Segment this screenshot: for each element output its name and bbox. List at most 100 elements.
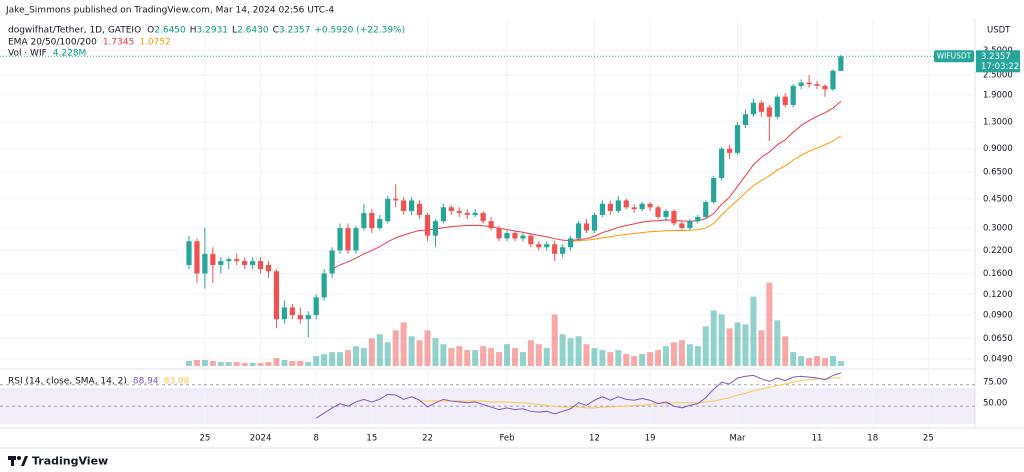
candle-body <box>790 85 796 105</box>
volume-bar <box>424 330 431 366</box>
volume-bar <box>321 354 328 366</box>
volume-bar <box>289 360 296 366</box>
y-tick-label: 1.9000 <box>983 90 1013 100</box>
rsi-value: 88.94 <box>133 377 159 387</box>
volume-bar <box>193 360 200 366</box>
candle-body <box>329 250 335 274</box>
rsi-sma-line <box>419 377 841 409</box>
volume-bar <box>670 342 677 366</box>
candle-body <box>822 85 828 90</box>
candle-body <box>734 125 741 153</box>
candle-body <box>250 261 256 265</box>
candle-body <box>297 315 303 320</box>
brand: TradingView <box>32 455 108 468</box>
y-tick-label: 0.4500 <box>983 194 1013 204</box>
ema-line <box>570 135 842 242</box>
candle-body <box>679 223 685 229</box>
ohlc-value: 2.6430 <box>237 26 269 36</box>
volume-bar <box>400 322 407 366</box>
candle-body <box>424 214 431 236</box>
y-tick-label: 0.0650 <box>983 334 1013 344</box>
volume-bar <box>782 336 789 366</box>
price-badge-bg <box>976 50 1020 73</box>
candle-body <box>671 211 677 224</box>
volume-bar <box>631 356 638 366</box>
volume-bar <box>496 352 503 366</box>
ohlc-value: 3.2931 <box>197 26 229 36</box>
rsi-name: RSI (14, close, SMA, 14, 2) <box>8 377 127 387</box>
volume-bar <box>678 340 685 366</box>
candle-body <box>552 244 558 254</box>
candle-body <box>615 200 621 212</box>
candle-body <box>281 307 287 320</box>
candle-body <box>401 200 407 212</box>
volume-value: 4.228M <box>53 49 87 59</box>
ohlc-key: O <box>147 26 154 36</box>
volume-bar <box>694 346 701 366</box>
volume-bar <box>440 344 447 366</box>
x-tick-label: 8 <box>313 434 318 444</box>
volume-bar <box>591 348 598 366</box>
candle-body <box>202 253 208 274</box>
volume-bar <box>225 362 232 366</box>
candle-body <box>528 235 534 245</box>
y-tick-label: 0.9000 <box>983 144 1013 154</box>
volume-bar <box>806 358 813 366</box>
candle-body <box>353 228 359 251</box>
volume-bar <box>456 346 463 366</box>
candle-body <box>480 212 486 222</box>
candle-body <box>448 207 454 212</box>
candle-body <box>313 297 319 316</box>
candle-body <box>472 212 478 215</box>
symbol-badge-bg <box>934 50 974 63</box>
volume-bar <box>814 356 821 366</box>
volume-bar <box>408 336 415 366</box>
candle-body <box>599 203 605 215</box>
candle-body <box>265 264 272 272</box>
volume-name: Vol · WIF <box>8 49 47 59</box>
candle-body <box>655 207 661 217</box>
candle-body <box>504 233 510 239</box>
rsi-line <box>315 372 842 419</box>
x-tick-label: 19 <box>645 434 656 444</box>
candle-body <box>194 241 200 274</box>
volume-bar <box>829 356 836 366</box>
candle-body <box>742 114 749 126</box>
x-tick-label: Mar <box>730 434 747 444</box>
volume-bar <box>686 344 693 366</box>
candle-body <box>607 203 613 212</box>
volume-bar <box>464 350 471 366</box>
y-tick-label: 0.3000 <box>983 224 1013 234</box>
candle-body <box>520 235 526 239</box>
volume-bar <box>217 362 224 366</box>
brand-logo <box>8 456 28 466</box>
candle-body <box>583 223 590 231</box>
ema-value: 1.7345 <box>103 38 135 48</box>
candle-body <box>496 228 502 239</box>
volume-bar <box>734 322 741 366</box>
volume-bar <box>305 362 312 366</box>
candle-body <box>695 216 701 222</box>
x-tick-label: 18 <box>867 434 878 444</box>
ohlc-value: 3.2357 <box>279 26 311 36</box>
y-tick-label: 1.3000 <box>983 118 1013 128</box>
candle-body <box>750 102 757 115</box>
candle-body <box>536 244 542 248</box>
volume-bar <box>599 350 606 366</box>
candle-body <box>647 203 653 208</box>
last-price-label: 3.2357 <box>981 52 1011 62</box>
volume-bar <box>352 346 359 366</box>
volume-bar <box>265 362 272 366</box>
volume-bar <box>472 350 479 366</box>
candle-body <box>623 200 629 208</box>
volume-bar <box>297 360 304 366</box>
volume-bar <box>281 360 288 366</box>
candle-body <box>305 315 311 320</box>
candle-body <box>218 261 224 265</box>
volume-bar <box>837 361 844 366</box>
candle-body <box>838 56 844 71</box>
volume-bar <box>567 338 574 366</box>
y-tick-label: 0.6500 <box>983 168 1013 178</box>
candle-body <box>456 211 462 213</box>
